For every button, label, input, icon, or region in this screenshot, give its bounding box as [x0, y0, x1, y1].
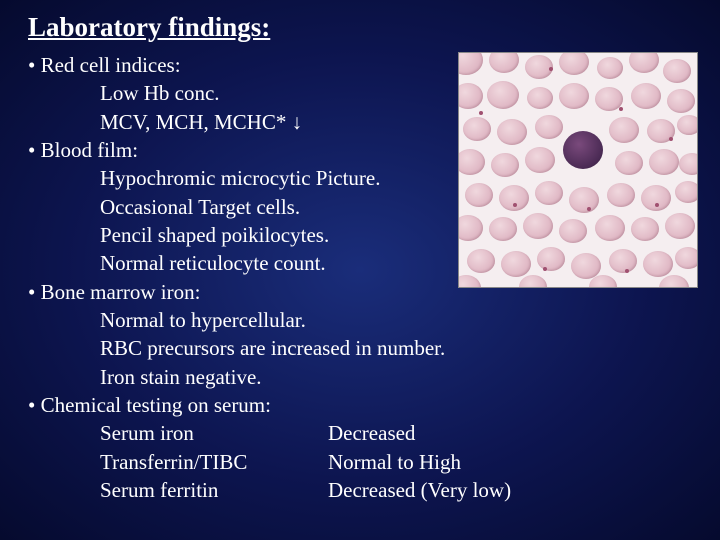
bone-marrow-line-1: RBC precursors are increased in number. — [28, 334, 692, 362]
chem-value-0: Decreased — [328, 419, 415, 447]
chem-label-2: Serum ferritin — [28, 476, 328, 504]
chem-label-0: Serum iron — [28, 419, 328, 447]
bone-marrow-line-2: Iron stain negative. — [28, 363, 692, 391]
slide-title: Laboratory findings: — [28, 12, 692, 43]
blood-film-image — [458, 52, 698, 288]
bone-marrow-line-0: Normal to hypercellular. — [28, 306, 692, 334]
chem-value-1: Normal to High — [328, 448, 461, 476]
chem-row-1: Transferrin/TIBC Normal to High — [28, 448, 692, 476]
section-chemical-header: • Chemical testing on serum: — [28, 391, 692, 419]
chem-row-2: Serum ferritin Decreased (Very low) — [28, 476, 692, 504]
chem-label-1: Transferrin/TIBC — [28, 448, 328, 476]
chem-value-2: Decreased (Very low) — [328, 476, 511, 504]
chem-row-0: Serum iron Decreased — [28, 419, 692, 447]
